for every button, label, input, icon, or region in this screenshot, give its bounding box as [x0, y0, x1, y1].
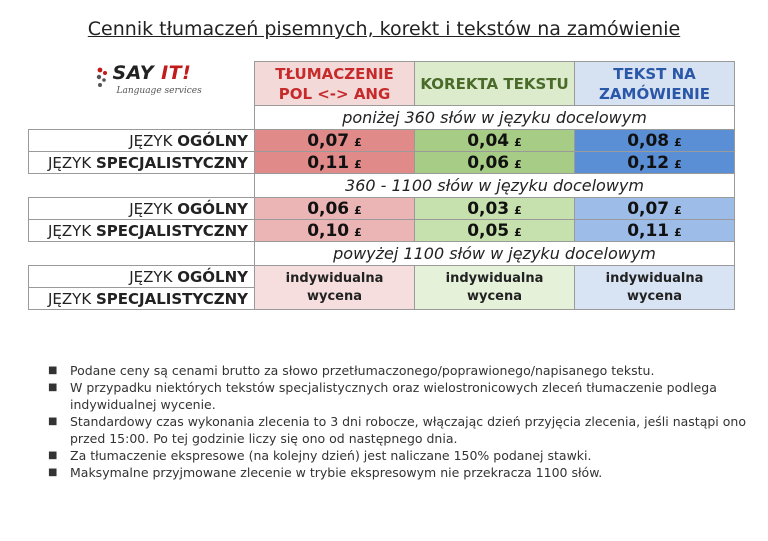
price-cell: 0,07 £: [574, 197, 735, 220]
price-cell: 0,06 £: [254, 197, 415, 220]
price-cell: 0,11 £: [254, 151, 415, 174]
price-cell: 0,05 £: [414, 219, 575, 242]
individual-quote-cell: indywidualna wycena: [414, 265, 575, 310]
band-label: 360 - 1100 słów w języku docelowym: [254, 173, 735, 198]
individual-quote-cell: indywidualna wycena: [254, 265, 415, 310]
logo-dots-icon: [96, 67, 107, 87]
price-cell: 0,12 £: [574, 151, 735, 174]
bullet-icon: ■: [48, 450, 58, 461]
row-label-specialist: JĘZYK SPECJALISTYCZNY: [28, 219, 255, 242]
price-cell: 0,04 £: [414, 129, 575, 152]
bullet-icon: ■: [48, 382, 58, 393]
bullet-icon: ■: [48, 467, 58, 478]
bullet-icon: ■: [48, 365, 58, 376]
price-cell: 0,11 £: [574, 219, 735, 242]
band-label: powyżej 1100 słów w języku docelowym: [254, 241, 735, 266]
logo-tagline: Language services: [116, 85, 202, 96]
price-cell: 0,10 £: [254, 219, 415, 242]
note-item: ■ Podane ceny są cenami brutto za słowo p…: [48, 363, 655, 378]
logo-cell: SAY IT! Language services: [29, 62, 255, 106]
band-label: poniżej 360 słów w języku docelowym: [254, 105, 735, 130]
note-item: ■ Standardowy czas wykonania zlecenia to …: [48, 414, 746, 446]
price-cell: 0,07 £: [254, 129, 415, 152]
note-item: ■ W przypadku niektórych tekstów specjali…: [48, 380, 717, 412]
notes-list: ■ Podane ceny są cenami brutto za słowo p…: [46, 362, 746, 481]
column-header-translation: TŁUMACZENIE POL <-> ANG: [254, 61, 415, 106]
row-label-specialist: JĘZYK SPECJALISTYCZNY: [28, 287, 255, 310]
note-item: ■ Za tłumaczenie ekspresowe (na kolejny d…: [48, 448, 592, 463]
row-label-general: JĘZYK OGÓLNY: [28, 129, 255, 152]
logo-brand: SAY IT!: [112, 61, 192, 84]
page-title: Cennik tłumaczeń pisemnych, korekt i tek…: [87, 18, 681, 40]
bullet-icon: ■: [48, 416, 58, 427]
individual-quote-cell: indywidualna wycena: [574, 265, 735, 310]
price-cell: 0,03 £: [414, 197, 575, 220]
price-table: SAY IT! Language services TŁUMACZENIE POL…: [28, 61, 735, 310]
say-it-logo: SAY IT! Language services: [95, 61, 205, 104]
note-item: ■ Maksymalne przyjmowane zlecenie w trybi…: [48, 465, 603, 480]
row-label-specialist: JĘZYK SPECJALISTYCZNY: [28, 151, 255, 174]
price-cell: 0,06 £: [414, 151, 575, 174]
row-label-general: JĘZYK OGÓLNY: [28, 265, 255, 288]
row-label-general: JĘZYK OGÓLNY: [28, 197, 255, 220]
column-header-custom-text: TEKST NA ZAMÓWIENIE: [574, 61, 735, 106]
column-header-proofreading: KOREKTA TEKSTU: [414, 61, 575, 106]
price-cell: 0,08 £: [574, 129, 735, 152]
